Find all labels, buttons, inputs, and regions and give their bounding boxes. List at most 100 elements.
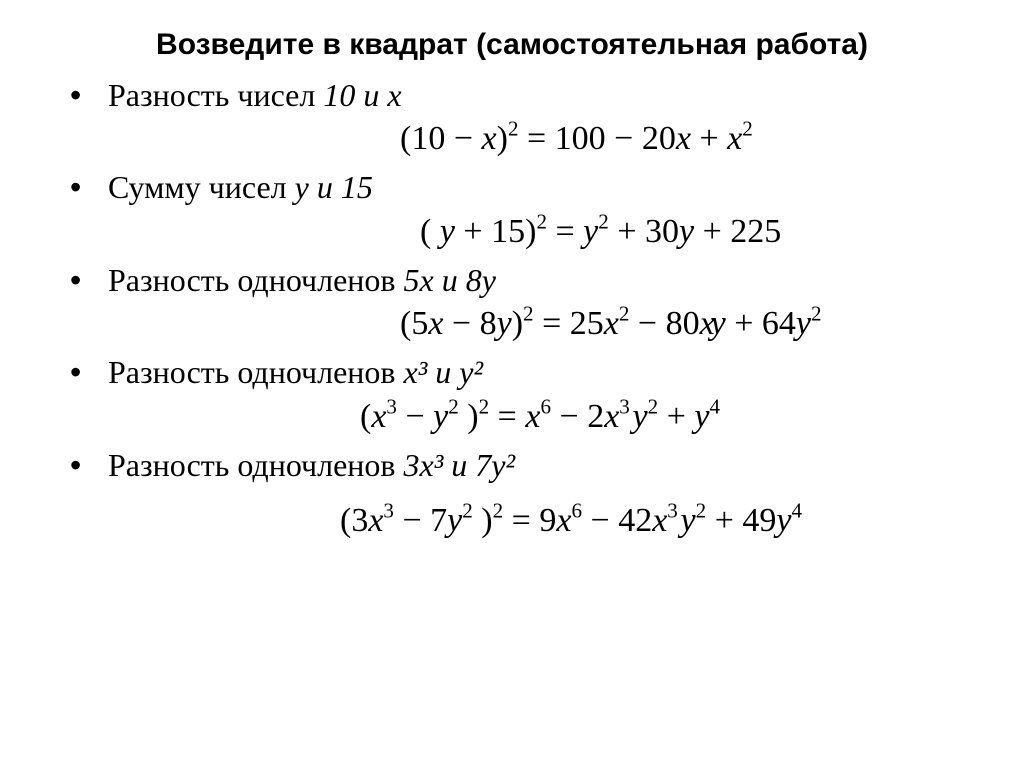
formula-5: (3x3 − 7y2 )2 = 9x6 − 42x3y2 + 49y4 (40, 502, 984, 540)
bullet-marker: • (70, 76, 108, 114)
f2-t2b: y (679, 213, 694, 250)
f4-close: ) (459, 398, 479, 435)
formula-2: ( y + 15)2 = y2 + 30y + 225 (40, 213, 984, 251)
f4-t2c: y (633, 398, 648, 435)
f1-t3p: 2 (742, 117, 753, 141)
f2-op2: + (609, 213, 645, 250)
f3-close: ) (512, 305, 523, 342)
page-title: Возведите в квадрат (самостоятельная раб… (40, 28, 984, 62)
f3-t2a: 80 (666, 305, 700, 342)
f2-t1a: y (583, 213, 598, 250)
f4-minus: − (397, 398, 433, 435)
f2-close: ) (525, 213, 536, 250)
bullet-prefix: Разность одночленов (108, 262, 404, 298)
f1-lhspow: 2 (508, 117, 519, 141)
f3-t3b: y (796, 305, 811, 342)
f3-y: y (497, 305, 512, 342)
f5-7: 7 (430, 502, 447, 539)
bullet-marker: • (70, 261, 108, 299)
f2-open: ( (420, 213, 440, 250)
f3-x: x (428, 305, 443, 342)
bullet-item-5: • Разность одночленов 3x³ и 7y² (70, 446, 984, 484)
f3-t1p: 2 (619, 301, 630, 325)
bullet-text: Разность чисел 10 и x (108, 76, 402, 114)
bullet-item-3: • Разность одночленов 5x и 8y (70, 261, 984, 299)
f1-op2: − (606, 120, 642, 157)
bullet-prefix: Разность одночленов (108, 354, 404, 390)
bullet-text: Разность одночленов 5x и 8y (108, 261, 496, 299)
f2-op3: + (694, 213, 730, 250)
bullet-marker: • (70, 446, 108, 484)
f2-eq: = (547, 213, 583, 250)
slide: Возведите в квадрат (самостоятельная раб… (0, 0, 1024, 540)
f4-eq: = (489, 398, 525, 435)
bullet-vars: x³ и y² (404, 354, 484, 390)
f2-t3: 225 (730, 213, 781, 250)
f4-op2: − (551, 398, 587, 435)
f4-t1a: x (525, 398, 540, 435)
f5-t2cp: 2 (696, 498, 707, 522)
bullet-text: Разность одночленов 3x³ и 7y² (108, 446, 515, 484)
f3-t3p: 2 (811, 301, 822, 325)
f4-y: y (433, 398, 448, 435)
f5-yp: 2 (462, 498, 473, 522)
f4-t3a: y (694, 398, 709, 435)
f4-x: x (371, 398, 386, 435)
f5-op2: − (582, 502, 618, 539)
f2-y: y (440, 213, 455, 250)
f5-op3: + (706, 502, 742, 539)
f5-t2a: 42 (618, 502, 652, 539)
f3-op3: + (726, 305, 762, 342)
bullet-vars: 10 и x (323, 77, 401, 113)
f5-t1b: x (556, 502, 571, 539)
bullet-item-2: • Сумму чисел y и 15 (70, 168, 984, 206)
bullet-text: Разность одночленов x³ и y² (108, 353, 483, 391)
f5-open: (3 (340, 502, 368, 539)
f5-t2c: y (681, 502, 696, 539)
f3-open: (5 (400, 305, 428, 342)
formula-4: (x3 − y2 )2 = x6 − 2x3y2 + y4 (40, 398, 984, 436)
f3-eq: = (534, 305, 570, 342)
f5-t2bp: 3 (667, 498, 678, 522)
f4-t2bp: 3 (619, 394, 630, 418)
f1-x: x (482, 120, 497, 157)
f5-t3b: y (776, 502, 791, 539)
f5-t1p: 6 (571, 498, 582, 522)
f1-eq: = (518, 120, 554, 157)
f2-plus: + (455, 213, 491, 250)
f4-lhspow: 2 (479, 394, 490, 418)
f1-open: (10 (400, 120, 445, 157)
f1-minus: − (445, 120, 481, 157)
f1-t2b: x (676, 120, 691, 157)
formula-1: (10 − x)2 = 100 − 20x + x2 (40, 120, 984, 158)
f1-close: ) (497, 120, 508, 157)
f1-t2a: 20 (642, 120, 676, 157)
f3-lhspow: 2 (523, 301, 534, 325)
f4-op3: + (658, 398, 694, 435)
f4-t2a: 2 (587, 398, 604, 435)
f2-t1p: 2 (598, 209, 609, 233)
f4-t3p: 4 (709, 394, 720, 418)
f3-t1a: 25 (570, 305, 604, 342)
f5-x: x (368, 502, 383, 539)
f4-t2cp: 2 (648, 394, 659, 418)
f4-t1p: 6 (540, 394, 551, 418)
f5-t1a: 9 (539, 502, 556, 539)
f4-yp: 2 (448, 394, 459, 418)
f5-t3p: 4 (791, 498, 802, 522)
f5-eq: = (503, 502, 539, 539)
f3-t1b: x (604, 305, 619, 342)
f3-t2c: y (711, 305, 726, 342)
bullet-text: Сумму чисел y и 15 (108, 168, 373, 206)
bullet-vars: 5x и 8y (404, 262, 496, 298)
f2-t2a: 30 (645, 213, 679, 250)
f4-open: ( (360, 398, 371, 435)
f1-t1: 100 (555, 120, 606, 157)
f5-t3a: 49 (742, 502, 776, 539)
formula-3: (5x − 8y)2 = 25x2 − 80xy + 64y2 (40, 305, 984, 343)
bullet-vars: y и 15 (295, 169, 373, 205)
f5-lhspow: 2 (493, 498, 504, 522)
bullet-vars: 3x³ и 7y² (404, 447, 516, 483)
f5-t2b: x (652, 502, 667, 539)
f5-xp: 3 (383, 498, 394, 522)
